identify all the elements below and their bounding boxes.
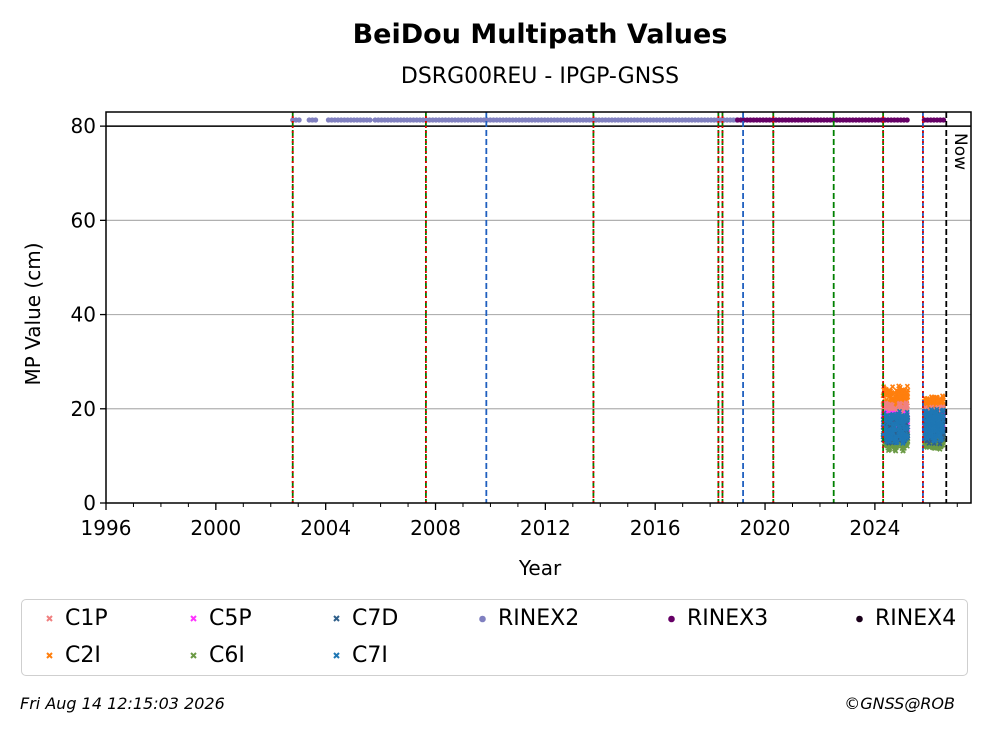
point-C7I xyxy=(905,417,911,423)
legend-item-rinex2: RINEX2 xyxy=(472,606,579,631)
x-tick-label-1996: 1996 xyxy=(81,516,132,540)
point-C1P xyxy=(898,401,904,407)
point-C7I xyxy=(940,407,946,413)
legend-marker-c2i xyxy=(39,645,61,667)
x-tick-label-2008: 2008 xyxy=(410,516,461,540)
point-C7I xyxy=(904,409,910,415)
legend-marker-c7d xyxy=(326,608,348,630)
point-RINEX2 xyxy=(313,117,319,123)
legend-marker-c7i xyxy=(326,645,348,667)
point-C7I xyxy=(904,433,911,439)
chart-subtitle: DSRG00REU - IPGP-GNSS xyxy=(401,64,679,89)
point-C2I xyxy=(940,398,946,404)
point-C2I xyxy=(905,394,911,400)
legend-label-rinex3: RINEX3 xyxy=(687,606,769,631)
legend-marker-rinex3 xyxy=(661,608,683,630)
point-C6I xyxy=(893,448,899,454)
legend-item-c6i: C6I xyxy=(183,643,245,668)
x-tick-label-2020: 2020 xyxy=(740,516,791,540)
point-RINEX3 xyxy=(940,117,947,123)
x-tick-label-2024: 2024 xyxy=(849,516,900,540)
point-C7I xyxy=(940,428,946,434)
legend-label-c7i: C7I xyxy=(352,643,388,668)
legend-item-c5p: C5P xyxy=(183,606,252,631)
point-C2I xyxy=(904,383,910,389)
legend-item-c1p: C1P xyxy=(39,606,108,631)
y-tick-label-40: 40 xyxy=(71,303,96,327)
plot-frame xyxy=(105,111,972,504)
series-RINEX3 xyxy=(734,117,947,123)
point-C7I xyxy=(936,414,942,420)
now-label: Now xyxy=(950,133,970,170)
legend-marker-c1p xyxy=(39,608,61,630)
y-tick-label-60: 60 xyxy=(71,208,96,232)
point-C7I xyxy=(938,436,944,442)
point-C7I xyxy=(894,439,900,445)
legend-marker-rinex2 xyxy=(472,608,494,630)
grid-lines xyxy=(106,125,971,410)
legend-label-rinex2: RINEX2 xyxy=(498,606,580,631)
point-C7I xyxy=(934,406,940,412)
x-tick-label-2012: 2012 xyxy=(520,516,571,540)
point-C7I xyxy=(940,413,947,419)
point-C7I xyxy=(905,424,911,430)
point-C6I xyxy=(904,443,910,449)
axes: 0 20 40 60 80 1996 2000 2004 2008 2012 2016 2020 202… xyxy=(71,111,972,540)
event-lines xyxy=(291,112,948,503)
legend-item-c2i: C2I xyxy=(39,643,101,668)
legend-item-rinex4: RINEX4 xyxy=(849,606,956,631)
chart-title: BeiDou Multipath Values xyxy=(353,19,728,50)
point-C1P xyxy=(904,403,911,409)
data-points xyxy=(290,117,947,454)
legend-marker-c5p xyxy=(183,608,205,630)
point-C7D xyxy=(937,441,943,447)
x-tick-label-2004: 2004 xyxy=(300,516,351,540)
legend-label-c1p: C1P xyxy=(65,606,108,631)
point-RINEX3 xyxy=(904,117,910,123)
legend-label-c5p: C5P xyxy=(209,606,252,631)
footer-date: Fri Aug 14 12:15:03 2026 xyxy=(20,694,225,713)
legend-label-c2i: C2I xyxy=(65,643,101,668)
y-axis-label: MP Value (cm) xyxy=(21,242,45,385)
point-C7I xyxy=(896,408,903,414)
x-tick-label-2016: 2016 xyxy=(630,516,681,540)
legend-item-c7i: C7I xyxy=(326,643,388,668)
point-RINEX2 xyxy=(367,117,373,123)
point-C1P xyxy=(903,400,909,406)
point-RINEX2 xyxy=(296,117,302,123)
legend-item-c7d: C7D xyxy=(326,606,398,631)
legend-label-c6i: C6I xyxy=(209,643,245,668)
point-C2I xyxy=(890,384,896,390)
legend-label-rinex4: RINEX4 xyxy=(875,606,957,631)
legend-marker-rinex4 xyxy=(849,608,871,630)
point-C2I xyxy=(905,387,911,393)
point-C7I xyxy=(883,425,889,431)
y-tick-label-0: 0 xyxy=(83,491,96,515)
series-C7I xyxy=(880,406,947,446)
series-RINEX2 xyxy=(290,117,740,123)
legend-label-c7d: C7D xyxy=(352,606,399,631)
footer-copyright: ©GNSS@ROB xyxy=(844,694,955,713)
point-C7I xyxy=(940,423,946,429)
y-tick-label-20: 20 xyxy=(71,397,96,421)
y-tick-label-80: 80 xyxy=(71,114,96,138)
x-tick-label-2000: 2000 xyxy=(190,516,241,540)
legend-marker-c6i xyxy=(183,645,205,667)
point-C2I xyxy=(940,394,946,400)
legend: C1P C5P C7D RINEX2 RINEX3 RINEX4 C2I C6I C7I xyxy=(21,599,968,676)
x-axis-label: Year xyxy=(518,556,562,580)
legend-item-rinex3: RINEX3 xyxy=(661,606,768,631)
